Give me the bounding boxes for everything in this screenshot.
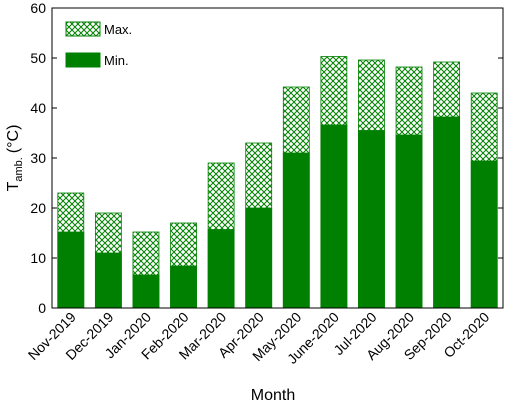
y-label-unit: (°C) <box>5 125 22 154</box>
legend-swatch <box>65 21 101 37</box>
y-tick-label: 0 <box>38 300 46 316</box>
bar <box>470 160 498 309</box>
bar <box>358 130 385 309</box>
bar <box>132 274 160 309</box>
legend-label: Min. <box>104 53 129 68</box>
bar <box>207 229 235 309</box>
y-label-sub: amb. <box>13 157 25 181</box>
y-tick-label: 40 <box>30 100 46 116</box>
y-tick-label: 60 <box>30 0 46 16</box>
bar <box>320 124 348 309</box>
y-label-main: T <box>5 181 22 191</box>
y-tick-label: 20 <box>30 200 46 216</box>
bar <box>170 265 197 309</box>
y-tick-label: 50 <box>30 50 46 66</box>
x-axis-label: Month <box>251 387 295 404</box>
legend-swatch <box>65 52 101 68</box>
bar <box>433 116 461 309</box>
y-axis-label: Tamb. (°C) <box>5 125 25 192</box>
plot-frame <box>51 7 504 309</box>
bar <box>245 207 273 309</box>
bar <box>282 152 310 309</box>
y-tick-label: 10 <box>30 250 46 266</box>
y-tick-label: 30 <box>30 150 46 166</box>
bar <box>57 231 85 309</box>
legend-label: Max. <box>104 22 132 37</box>
bar <box>395 134 423 309</box>
bar <box>94 252 122 309</box>
